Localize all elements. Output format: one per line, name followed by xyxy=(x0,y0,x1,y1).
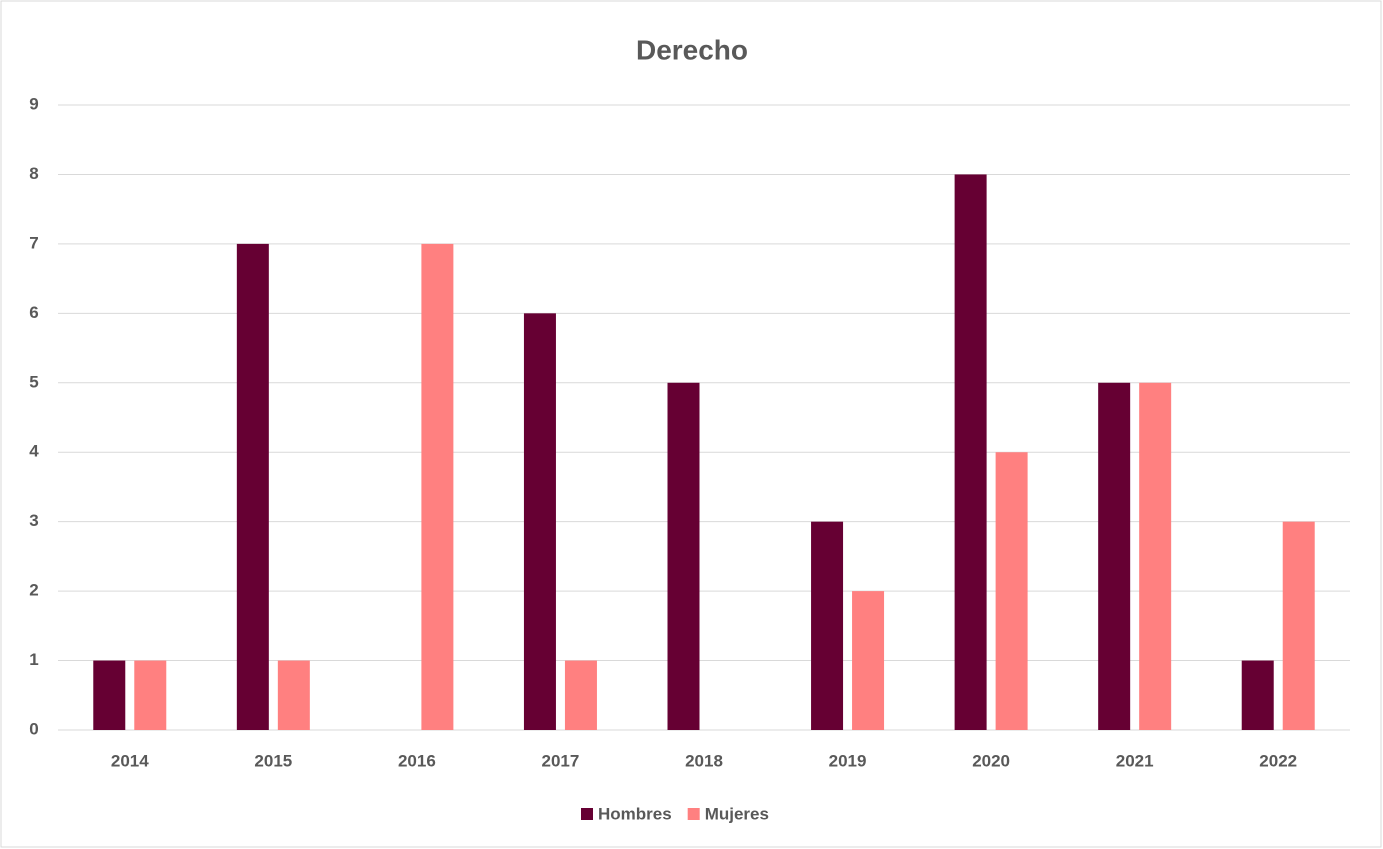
y-tick-label: 9 xyxy=(29,94,38,113)
legend-swatch xyxy=(581,808,593,820)
x-tick-label: 2019 xyxy=(829,751,867,770)
y-tick-label: 6 xyxy=(29,303,38,322)
y-tick-label: 0 xyxy=(29,719,38,738)
x-tick-label: 2021 xyxy=(1116,751,1154,770)
y-tick-label: 1 xyxy=(29,650,38,669)
y-tick-label: 5 xyxy=(29,372,38,391)
y-tick-label: 8 xyxy=(29,164,38,183)
bar xyxy=(134,660,167,730)
bar xyxy=(421,243,454,730)
y-tick-label: 3 xyxy=(29,511,38,530)
x-tick-label: 2014 xyxy=(111,751,149,770)
bar xyxy=(667,382,700,730)
legend-swatch xyxy=(687,808,700,820)
bar xyxy=(1139,382,1172,730)
x-tick-label: 2017 xyxy=(542,751,580,770)
bar xyxy=(1098,382,1131,730)
x-tick-label: 2016 xyxy=(398,751,436,770)
bar xyxy=(954,174,987,730)
chart-title: Derecho xyxy=(636,34,748,65)
legend-label: Mujeres xyxy=(705,804,769,823)
bar xyxy=(811,521,844,730)
x-tick-label: 2015 xyxy=(254,751,292,770)
y-tick-label: 4 xyxy=(29,442,39,461)
x-tick-label: 2018 xyxy=(685,751,723,770)
x-tick-label: 2020 xyxy=(972,751,1010,770)
bar xyxy=(852,591,885,730)
bar xyxy=(523,313,556,730)
y-tick-label: 7 xyxy=(29,233,38,252)
x-tick-label: 2022 xyxy=(1259,751,1297,770)
bar xyxy=(277,660,310,730)
bar xyxy=(1282,521,1315,730)
y-tick-label: 2 xyxy=(29,581,38,600)
bar xyxy=(1241,660,1274,730)
legend-label: Hombres xyxy=(598,804,672,823)
bar xyxy=(995,452,1028,730)
bar xyxy=(236,243,269,730)
bar xyxy=(93,660,126,730)
bar xyxy=(564,660,597,730)
